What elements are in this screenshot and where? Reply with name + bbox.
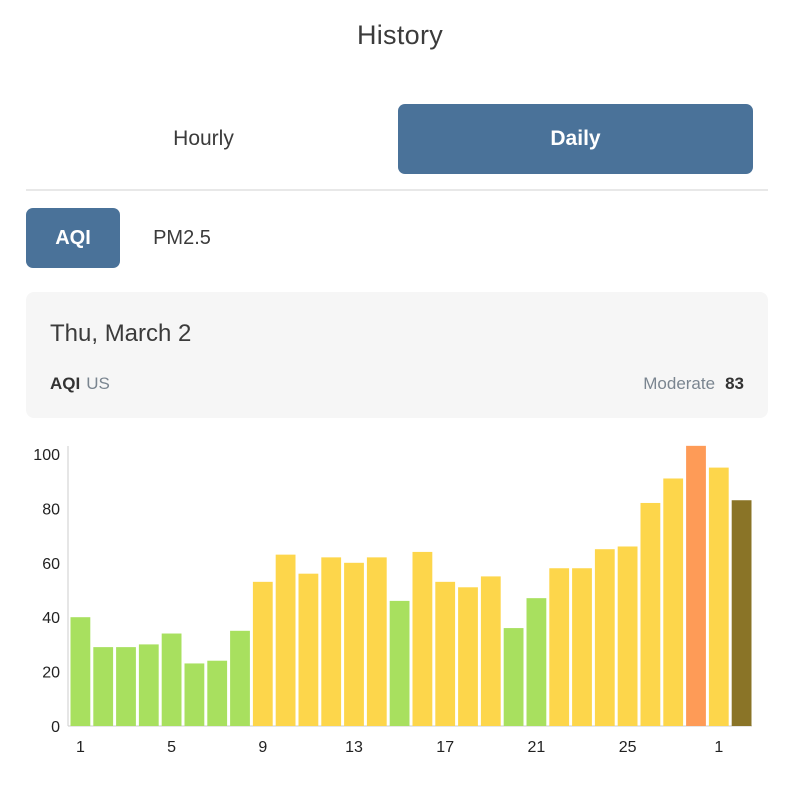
x-tick-label: 1 <box>76 739 85 756</box>
bar[interactable] <box>93 647 114 726</box>
bar[interactable] <box>663 478 684 726</box>
bar[interactable] <box>503 628 524 726</box>
bar[interactable] <box>480 576 501 726</box>
y-tick-label: 20 <box>42 665 60 682</box>
bar[interactable] <box>526 598 547 726</box>
bar[interactable] <box>207 660 228 726</box>
y-tick-label: 60 <box>42 556 60 573</box>
bar[interactable] <box>572 568 592 726</box>
bar[interactable] <box>594 549 615 726</box>
x-tick-label: 25 <box>619 739 637 756</box>
aqi-bar-chart: 0 20 40 60 80 100 1 5 9 13 17 21 25 1 <box>33 445 752 756</box>
x-tick-label: 21 <box>528 739 546 756</box>
detail-card: Thu, March 2 AQI US Moderate 83 <box>26 292 768 418</box>
x-tick-label: 5 <box>167 739 176 756</box>
bar[interactable] <box>435 581 456 726</box>
bar[interactable] <box>708 467 729 726</box>
bar[interactable] <box>252 581 273 726</box>
bar[interactable] <box>116 647 136 726</box>
bar[interactable] <box>344 562 364 726</box>
metric-unit: US <box>86 374 110 393</box>
selected-bar[interactable] <box>731 500 752 726</box>
bar[interactable] <box>389 600 410 726</box>
x-tick-label: 1 <box>714 739 723 756</box>
bar[interactable] <box>549 568 570 726</box>
metric-label: AQI US <box>50 374 110 394</box>
bar[interactable] <box>275 554 296 726</box>
bar[interactable] <box>412 551 433 726</box>
metric-reading: Moderate 83 <box>643 374 744 394</box>
x-tick-label: 9 <box>258 739 267 756</box>
tab-daily[interactable]: Daily <box>398 104 753 174</box>
tab-hourly[interactable]: Hourly <box>173 127 234 150</box>
tab-divider <box>26 189 768 191</box>
bar[interactable] <box>366 557 387 726</box>
selected-date: Thu, March 2 <box>50 320 192 347</box>
bar[interactable] <box>230 630 250 726</box>
bar[interactable] <box>70 617 91 726</box>
bar[interactable] <box>321 557 342 726</box>
tab-aqi[interactable]: AQI <box>26 208 120 268</box>
x-tick-label: 13 <box>345 739 363 756</box>
bar[interactable] <box>686 445 706 726</box>
bar[interactable] <box>161 633 182 726</box>
bar[interactable] <box>458 587 478 726</box>
bar[interactable] <box>184 663 205 726</box>
y-tick-label: 100 <box>33 447 60 464</box>
metric-name: AQI <box>50 374 81 393</box>
bar[interactable] <box>138 644 159 726</box>
y-tick-label: 40 <box>42 610 60 627</box>
status-label: Moderate <box>643 374 716 393</box>
bar[interactable] <box>298 573 319 726</box>
page-title: History <box>356 20 444 50</box>
aqi-value: 83 <box>725 374 744 393</box>
bar[interactable] <box>640 502 661 726</box>
tab-pm25[interactable]: PM2.5 <box>153 226 211 249</box>
y-tick-label: 80 <box>42 501 60 518</box>
y-tick-label: 0 <box>51 719 60 736</box>
x-tick-label: 17 <box>436 739 454 756</box>
bar[interactable] <box>617 546 638 726</box>
